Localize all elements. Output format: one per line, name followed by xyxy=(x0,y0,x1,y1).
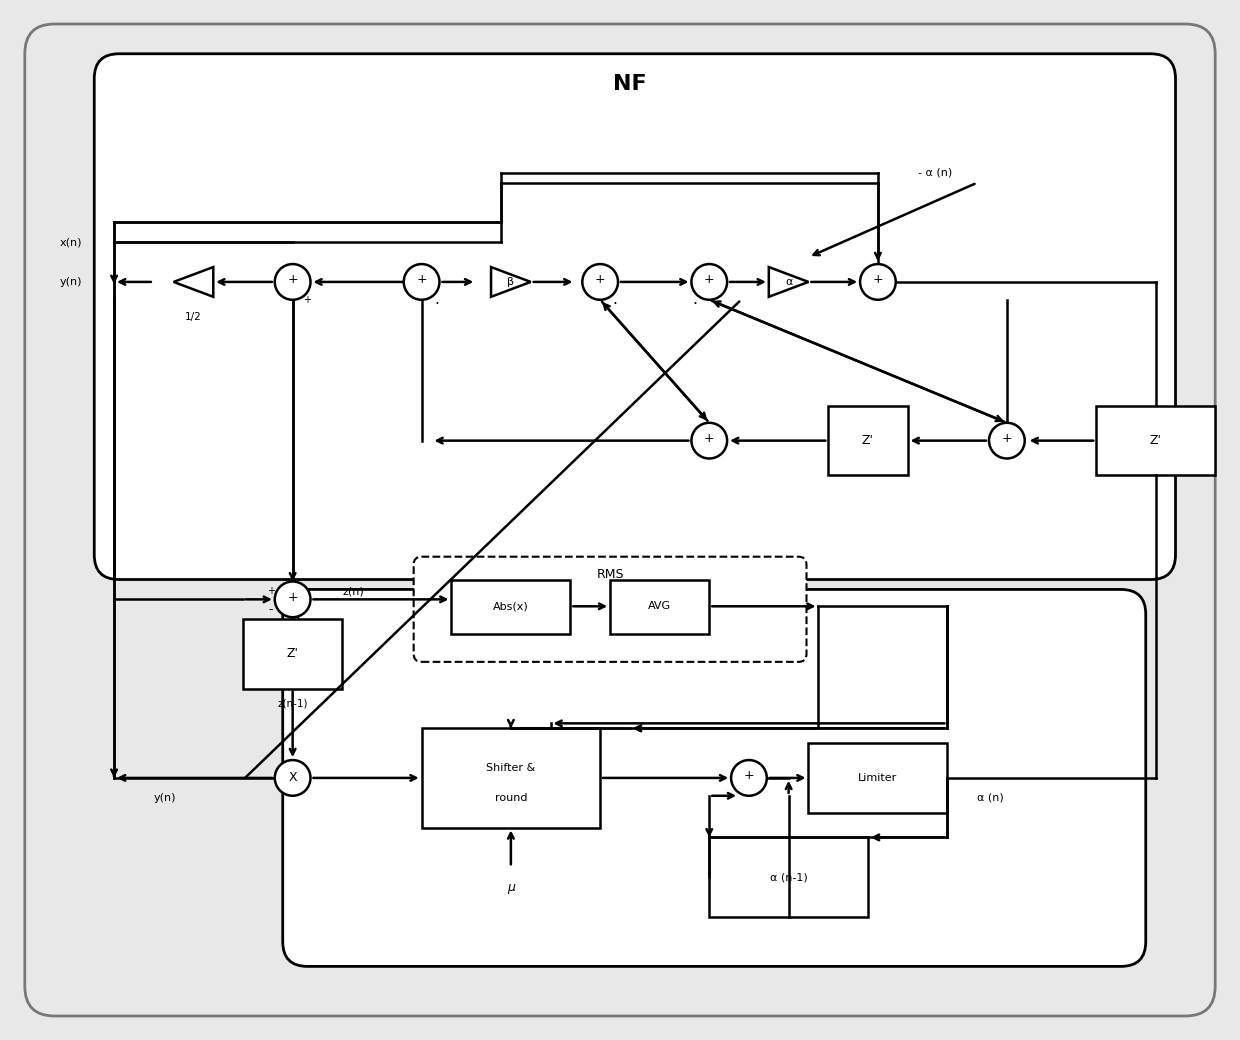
Text: .: . xyxy=(613,292,618,307)
FancyBboxPatch shape xyxy=(414,556,806,661)
Text: X: X xyxy=(289,772,296,784)
Bar xyxy=(1096,406,1215,475)
Text: +: + xyxy=(267,587,275,596)
Text: Limiter: Limiter xyxy=(858,773,898,783)
FancyBboxPatch shape xyxy=(94,54,1176,579)
Bar xyxy=(243,619,342,688)
Circle shape xyxy=(404,264,439,300)
Text: round: round xyxy=(495,792,527,803)
Text: Z': Z' xyxy=(1149,434,1162,447)
Text: z(n-1): z(n-1) xyxy=(278,699,308,708)
Text: β: β xyxy=(507,277,515,287)
Text: α: α xyxy=(785,277,792,287)
Text: .: . xyxy=(692,292,697,307)
Circle shape xyxy=(861,264,895,300)
Circle shape xyxy=(990,423,1024,459)
Text: +: + xyxy=(304,294,311,305)
Circle shape xyxy=(275,581,310,617)
Text: α (n): α (n) xyxy=(977,792,1004,803)
Text: +: + xyxy=(288,274,298,286)
Text: +: + xyxy=(417,274,427,286)
Circle shape xyxy=(732,760,766,796)
Polygon shape xyxy=(174,267,213,296)
Text: +: + xyxy=(873,274,883,286)
Text: +: + xyxy=(1002,433,1012,445)
Text: Shifter &: Shifter & xyxy=(486,763,536,773)
Bar xyxy=(451,579,570,634)
Text: +: + xyxy=(288,591,298,604)
Text: NF: NF xyxy=(613,74,647,94)
Text: y(n): y(n) xyxy=(60,277,82,287)
Bar xyxy=(709,837,868,917)
Circle shape xyxy=(692,423,727,459)
Text: .: . xyxy=(434,292,439,307)
Bar xyxy=(828,406,908,475)
Text: .: . xyxy=(295,606,300,622)
Text: +: + xyxy=(704,274,714,286)
Text: z(n): z(n) xyxy=(342,587,365,596)
Text: x(n): x(n) xyxy=(60,237,82,248)
Bar xyxy=(422,728,600,828)
Circle shape xyxy=(275,760,310,796)
Text: y(n): y(n) xyxy=(154,792,176,803)
FancyBboxPatch shape xyxy=(283,590,1146,966)
Circle shape xyxy=(692,264,727,300)
Circle shape xyxy=(275,264,310,300)
Text: +: + xyxy=(704,433,714,445)
Text: -: - xyxy=(269,603,273,616)
Circle shape xyxy=(583,264,618,300)
Text: μ: μ xyxy=(507,881,515,893)
FancyBboxPatch shape xyxy=(25,24,1215,1016)
Text: Z': Z' xyxy=(862,434,874,447)
Text: Z': Z' xyxy=(286,648,299,660)
Text: 1/2: 1/2 xyxy=(185,312,202,321)
Text: +: + xyxy=(744,770,754,782)
Polygon shape xyxy=(769,267,808,296)
Bar xyxy=(808,744,947,812)
Bar xyxy=(610,579,709,634)
Text: RMS: RMS xyxy=(596,568,624,581)
Text: AVG: AVG xyxy=(649,601,671,612)
Text: - α (n): - α (n) xyxy=(918,167,952,178)
Text: α (n-1): α (n-1) xyxy=(770,873,807,882)
Polygon shape xyxy=(491,267,531,296)
Text: +: + xyxy=(595,274,605,286)
Text: Abs(x): Abs(x) xyxy=(494,601,528,612)
